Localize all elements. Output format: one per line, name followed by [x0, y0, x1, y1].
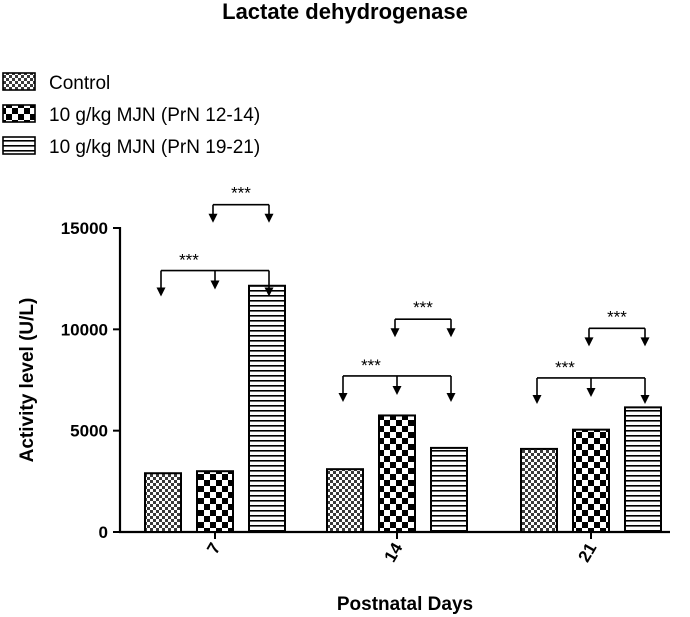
y-tick-label: 15000 [61, 219, 108, 238]
arrow-head-icon [338, 392, 348, 402]
arrow-head-icon [210, 280, 220, 290]
significance-label: *** [179, 251, 199, 270]
x-tick-label: 14 [381, 539, 407, 565]
y-tick-label: 5000 [70, 422, 108, 441]
arrow-head-icon [264, 287, 274, 297]
x-tick-label: 21 [575, 540, 601, 566]
y-tick-label: 10000 [61, 320, 108, 339]
arrow-head-icon [446, 392, 456, 402]
arrow-head-icon [156, 287, 166, 297]
legend-swatch [2, 136, 36, 155]
arrow-head-icon [208, 213, 218, 223]
y-axis-title: Activity level (U/L) [17, 298, 38, 463]
legend-label: 10 g/kg MJN (PrN 12-14) [49, 105, 260, 126]
arrow-head-icon [640, 337, 650, 347]
significance-label: *** [413, 298, 433, 317]
bar [144, 472, 182, 533]
x-axis-title: Postnatal Days [337, 594, 473, 615]
arrow-head-icon [390, 328, 400, 338]
arrow-head-icon [584, 337, 594, 347]
arrow-head-icon [640, 394, 650, 404]
chart-title: Lactate dehydrogenase [222, 0, 468, 24]
legend-label: Control [49, 73, 110, 94]
legend-swatch [2, 104, 36, 123]
significance-label: *** [231, 184, 251, 203]
arrow-head-icon [532, 394, 542, 404]
arrow-head-icon [446, 328, 456, 338]
bar [196, 470, 234, 534]
bar [624, 406, 662, 533]
bars [144, 284, 662, 534]
arrow-head-icon [586, 387, 596, 397]
arrow-head-icon [392, 385, 402, 395]
x-tick-label: 7 [203, 540, 224, 558]
y-tick-label: 0 [99, 523, 108, 542]
bar [326, 468, 364, 534]
legend-label: 10 g/kg MJN (PrN 19-21) [49, 137, 260, 158]
significance-label: *** [607, 307, 627, 326]
bar [378, 414, 416, 534]
bar [572, 428, 610, 533]
arrow-head-icon [264, 213, 274, 223]
significance-label: *** [555, 358, 575, 377]
bar [520, 447, 558, 534]
legend: Control 10 g/kg MJN (PrN 12-14) 10 g/kg MJ… [2, 72, 260, 158]
significance-label: *** [361, 356, 381, 375]
significance-annotations: *** *** *** *** *** *** [156, 184, 650, 404]
bar [430, 446, 468, 534]
legend-swatch [2, 72, 36, 91]
bar [248, 284, 286, 534]
